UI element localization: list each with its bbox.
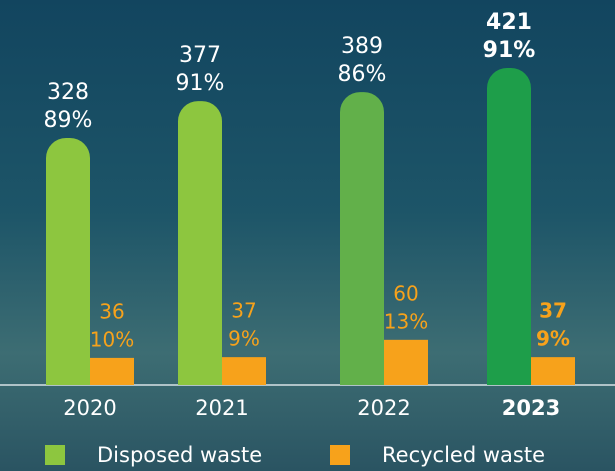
share-label: 10% [90, 327, 134, 351]
value-label: 328 [47, 80, 89, 105]
value-label: 37 [231, 299, 256, 323]
value-label: 36 [99, 299, 124, 323]
chart-panel: 2020 328 89% 36 10% 2021 377 91% 37 9% 2022 389 86% 6… [0, 0, 615, 471]
share-label: 86% [338, 62, 387, 87]
x-tick-label: 2021 [195, 396, 248, 420]
share-label: 13% [384, 309, 428, 333]
x-tick-label: 2023 [502, 396, 560, 420]
share-label: 89% [44, 108, 93, 133]
share-label: 9% [536, 327, 570, 351]
value-label: 389 [341, 34, 383, 59]
legend-swatch [330, 445, 350, 465]
legend-swatch [45, 445, 65, 465]
bar [222, 357, 266, 385]
bar [531, 357, 575, 385]
legend-label: Disposed waste [97, 443, 262, 467]
value-label: 421 [486, 10, 532, 35]
legend-label: Recycled waste [382, 443, 545, 467]
bar [487, 68, 531, 385]
value-label: 37 [539, 299, 567, 323]
x-tick-label: 2022 [357, 396, 410, 420]
bar [340, 92, 384, 385]
share-label: 91% [483, 38, 536, 63]
bar [178, 101, 222, 385]
share-label: 91% [176, 71, 225, 96]
bar [46, 138, 90, 385]
x-tick-label: 2020 [63, 396, 116, 420]
bar [384, 340, 428, 385]
chart: 2020 328 89% 36 10% 2021 377 91% 37 9% 2022 389 86% 6… [0, 0, 615, 471]
bar [90, 358, 134, 385]
value-label: 377 [179, 43, 221, 68]
share-label: 9% [228, 327, 260, 351]
value-label: 60 [393, 281, 418, 305]
